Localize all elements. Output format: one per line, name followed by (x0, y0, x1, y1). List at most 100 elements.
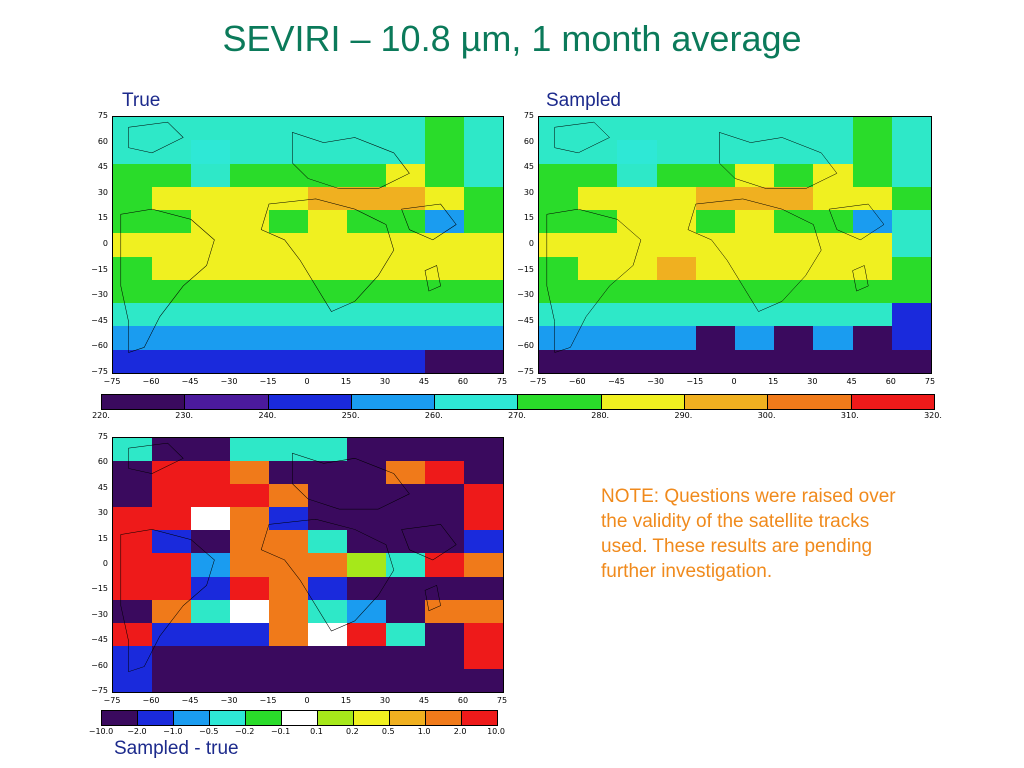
map-cell (230, 507, 269, 531)
map-cell (386, 349, 425, 373)
colorbar-tick-label: 220. (92, 411, 110, 420)
map-cell (191, 210, 230, 234)
map-cell (464, 530, 503, 554)
map-cell (425, 576, 464, 600)
map-cell (347, 599, 386, 623)
map-cell (347, 256, 386, 280)
x-tick-label: −45 (607, 377, 625, 386)
map-cell (347, 553, 386, 577)
map-cell (852, 326, 892, 350)
map-cell (386, 461, 425, 485)
y-tick-label: −60 (91, 660, 108, 670)
map-cell (578, 140, 618, 164)
map-cell (813, 186, 853, 211)
y-tick-label: −60 (91, 341, 108, 351)
map-cell (308, 210, 347, 234)
coast-path (292, 453, 409, 509)
map-cell (152, 645, 191, 669)
y-tick-label: −75 (91, 686, 108, 695)
map-cell (464, 326, 503, 350)
map-cell (656, 233, 696, 257)
map-cell (347, 117, 386, 141)
map-cell (347, 233, 386, 257)
map-cell (656, 349, 696, 373)
map-cell (269, 645, 308, 669)
map-cell (852, 303, 892, 327)
map-cell (152, 186, 191, 211)
map-cell (656, 210, 696, 234)
map-cell (347, 438, 386, 462)
map-cell (617, 233, 657, 257)
y-tick-label: 0 (102, 559, 108, 568)
map-cell (386, 326, 425, 350)
map-cell (191, 507, 230, 531)
map-cell (347, 279, 386, 304)
map-cell (113, 576, 152, 600)
map-cell (269, 256, 308, 280)
map-cell (464, 438, 503, 462)
map-cell (230, 256, 269, 280)
map-cell (113, 438, 152, 462)
map-cell (617, 186, 657, 211)
map-cell (464, 233, 503, 257)
colorbar-tick-label: 320. (924, 411, 942, 420)
map-cell (308, 233, 347, 257)
map-cell (230, 326, 269, 350)
map-cell (269, 622, 308, 646)
x-tick-label: 45 (418, 696, 430, 705)
map-cell (617, 349, 657, 373)
map-cell (425, 484, 464, 508)
y-tick-label: −15 (91, 584, 108, 594)
map-cell (230, 461, 269, 485)
map-cell (269, 279, 308, 304)
true-panel-label: True (122, 90, 161, 111)
map-cell (191, 553, 230, 577)
map-cell (578, 279, 618, 304)
map-cell (347, 349, 386, 373)
map-cell (695, 186, 735, 211)
x-tick-label: 30 (379, 377, 391, 386)
colorbar-swatch (138, 711, 174, 725)
map-cell (464, 622, 503, 646)
map-cell (425, 622, 464, 646)
colorbar-swatch (246, 711, 282, 725)
map-cell (425, 530, 464, 554)
map-cell (191, 186, 230, 211)
coast-path (292, 132, 409, 188)
map-cell (774, 326, 814, 350)
y-tick-label: −15 (517, 264, 534, 274)
map-cell (539, 279, 579, 304)
coast-path (425, 265, 441, 291)
map-cell (230, 438, 269, 462)
y-tick-label: 60 (523, 136, 534, 146)
map-cell (269, 303, 308, 327)
colorbar-swatch (318, 711, 354, 725)
map-cell (308, 553, 347, 577)
temperature-colorbar (101, 394, 935, 410)
map-cell (152, 576, 191, 600)
y-tick-label: 75 (97, 432, 108, 441)
colorbar-tick-label: 290. (674, 411, 693, 420)
coast-path (547, 209, 641, 352)
y-tick-label: 30 (523, 187, 534, 197)
map-cell (152, 349, 191, 373)
map-cell (113, 140, 152, 164)
coastline-outline (113, 438, 503, 692)
map-cell (269, 530, 308, 554)
map-cell (578, 326, 618, 350)
map-cell (308, 668, 347, 692)
true-map (112, 116, 504, 374)
y-tick-label: 15 (97, 213, 108, 223)
map-cell (578, 303, 618, 327)
y-tick-label: 60 (97, 457, 108, 467)
map-cell (113, 530, 152, 554)
colorbar-swatch (462, 711, 497, 725)
map-cell (386, 279, 425, 304)
map-cell (386, 256, 425, 280)
y-tick-label: −30 (517, 290, 534, 300)
map-cell (735, 163, 775, 187)
map-cell (308, 117, 347, 141)
x-tick-label: 75 (924, 377, 936, 386)
x-tick-label: −60 (142, 377, 160, 386)
map-cell (852, 210, 892, 234)
